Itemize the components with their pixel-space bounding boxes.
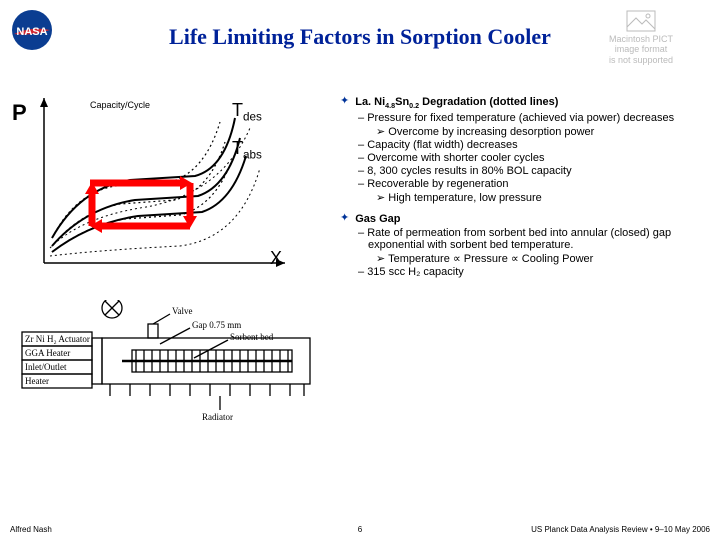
bullet-item: – Capacity (flat width) decreases: [358, 139, 712, 151]
bullet-content: ✦ La. Ni4.8Sn0.2 Degradation (dotted lin…: [340, 96, 712, 279]
bullet-section2: ✦Gas Gap: [340, 213, 712, 225]
pict-line3: is not supported: [576, 55, 706, 65]
slide-title: Life Limiting Factors in Sorption Cooler: [0, 24, 720, 50]
bullet-item: – 315 scc H₂ capacity: [358, 266, 712, 278]
bullet-item: – Recoverable by regeneration: [358, 178, 712, 190]
svg-text:Radiator: Radiator: [202, 412, 233, 422]
bullet-item: – 8, 300 cycles results in 80% BOL capac…: [358, 165, 712, 177]
svg-text:Sorbent bed: Sorbent bed: [230, 332, 274, 342]
bullet-section1: ✦ La. Ni4.8Sn0.2 Degradation (dotted lin…: [340, 96, 712, 110]
svg-text:Valve: Valve: [172, 306, 193, 316]
bullet-item: – Rate of permeation from sorbent bed in…: [358, 227, 712, 251]
bullet-item: – Pressure for fixed temperature (achiev…: [358, 112, 712, 124]
sorption-bed-schematic: Zr Ni H₂ Actuator GGA Heater Inlet/Outle…: [20, 300, 320, 450]
sorption-isotherm-chart: [20, 88, 300, 288]
svg-text:Heater: Heater: [25, 376, 49, 386]
bullet-subitem: ➢ High temperature, low pressure: [376, 191, 712, 204]
svg-text:Zr Ni H₂ Actuator: Zr Ni H₂ Actuator: [25, 334, 90, 344]
bullet-subitem: ➢ Temperature ∝ Pressure ∝ Cooling Power: [376, 252, 712, 265]
svg-text:Gap 0.75 mm: Gap 0.75 mm: [192, 320, 241, 330]
bullet-item: – Overcome with shorter cooler cycles: [358, 152, 712, 164]
bullet-subitem: ➢ Overcome by increasing desorption powe…: [376, 125, 712, 138]
svg-text:GGA Heater: GGA Heater: [25, 348, 70, 358]
footer-event: US Planck Data Analysis Review • 9–10 Ma…: [531, 525, 710, 534]
svg-text:Inlet/Outlet: Inlet/Outlet: [25, 362, 67, 372]
